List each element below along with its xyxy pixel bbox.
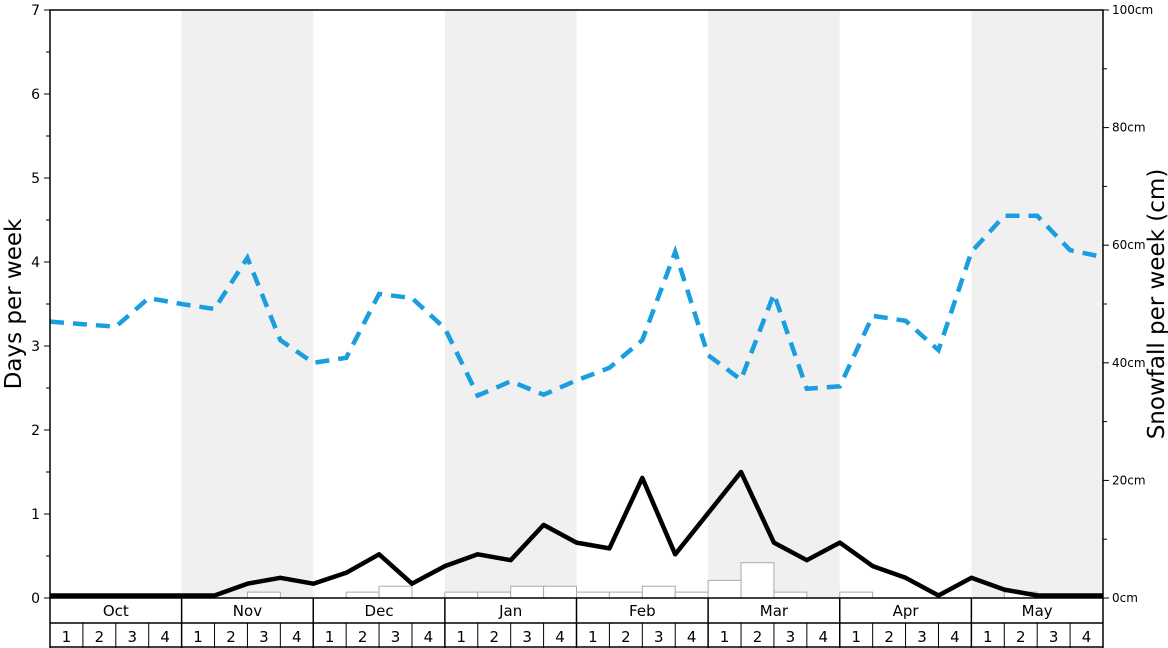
week-label: 3 [1049,628,1059,646]
snowfall-bar [378,585,413,599]
week-label: 4 [950,628,960,646]
week-label: 4 [687,628,697,646]
month-label: May [1022,602,1053,620]
left-axis-tick-label: 1 [31,507,40,523]
left-axis-tick-label: 2 [31,423,40,439]
week-label: 1 [720,628,730,646]
week-label: 4 [424,628,434,646]
week-label: 2 [621,628,631,646]
month-label: Nov [233,602,262,620]
week-label: 2 [753,628,763,646]
left-axis-tick-label: 7 [31,3,40,19]
right-axis-tick-label: 100cm [1112,3,1153,17]
week-label: 1 [983,628,993,646]
week-label: 4 [292,628,302,646]
snowfall-bar [510,585,545,599]
right-axis-tick-label: 80cm [1112,121,1146,135]
snowfall-bar [740,562,775,599]
snowfall-bar [674,591,709,599]
snowfall-bar [477,591,512,599]
week-label: 3 [127,628,137,646]
month-band [444,10,577,598]
snowfall-bar [444,591,479,599]
month-label: Mar [760,602,789,620]
snowfall-bar [543,585,577,599]
week-label: 3 [786,628,796,646]
left-axis-tick-label: 3 [31,339,40,355]
snowfall-bar [576,591,610,599]
right-axis-tick-label: 60cm [1112,238,1146,252]
week-label: 4 [160,628,170,646]
week-label: 4 [819,628,829,646]
week-label: 4 [1082,628,1092,646]
snowfall-bar [608,591,643,599]
month-band [971,10,1103,598]
week-label: 1 [457,628,467,646]
left-axis-tick-label: 6 [31,87,40,103]
week-label: 2 [884,628,894,646]
week-label: 1 [588,628,598,646]
week-label: 4 [555,628,565,646]
week-label: 2 [1016,628,1026,646]
month-band [181,10,314,598]
left-axis-tick-label: 4 [31,255,40,271]
week-label: 2 [358,628,368,646]
week-label: 3 [917,628,927,646]
y-axis-left-label: Days per week [1,218,27,389]
snowfall-bar [839,591,874,599]
week-label: 3 [654,628,664,646]
month-label: Jan [498,602,522,620]
right-axis-tick-label: 40cm [1112,356,1146,370]
month-label: Oct [103,602,129,620]
week-label: 3 [391,628,401,646]
week-label: 2 [226,628,236,646]
left-axis-tick-label: 5 [31,171,40,187]
right-axis-tick-label: 20cm [1112,473,1146,487]
month-label: Dec [365,602,394,620]
week-label: 3 [522,628,532,646]
month-label: Feb [629,602,656,620]
week-label: 2 [489,628,499,646]
y-axis-right-label: Snowfall per week (cm) [1144,169,1168,440]
snowfall-bar [246,591,281,599]
snowfall-bar [345,591,380,599]
week-label: 3 [259,628,269,646]
left-axis-tick-label: 0 [31,591,40,607]
month-label: Apr [893,602,920,620]
week-label: 1 [62,628,72,646]
snowfall-bar [641,585,676,599]
month-band [708,10,840,598]
dashed-series-line [49,213,1104,399]
solid-series-line [50,469,1103,598]
snowfall-bar [707,579,742,599]
snowfall-bar [773,591,808,599]
week-label: 2 [95,628,105,646]
week-label: 1 [325,628,335,646]
right-axis-tick-label: 0cm [1112,591,1138,605]
week-label: 1 [193,628,203,646]
week-label: 1 [851,628,861,646]
